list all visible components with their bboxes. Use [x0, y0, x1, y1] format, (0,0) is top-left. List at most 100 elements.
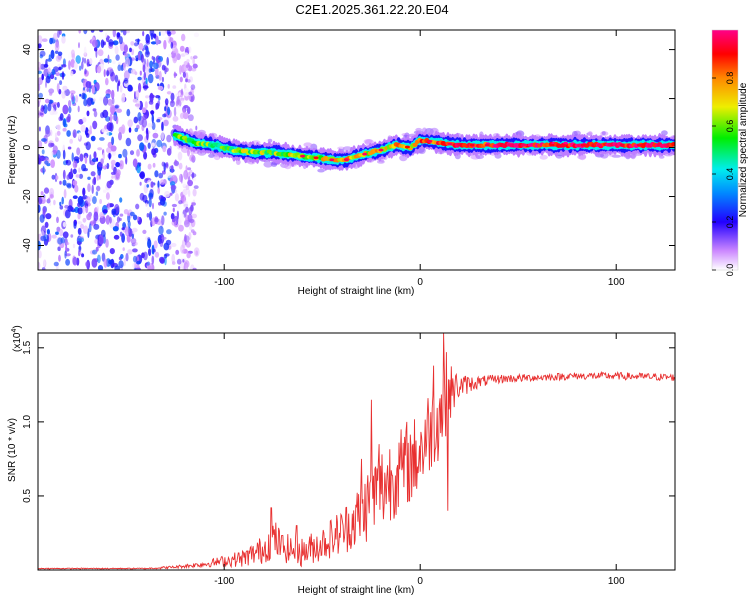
spectrogram-cell: [155, 105, 158, 110]
spectrogram-cell: [173, 57, 178, 62]
spectrogram-cell: [183, 169, 189, 180]
spectrogram-cell: [190, 173, 197, 178]
spectrogram-cell: [151, 114, 154, 124]
spectrogram-cell: [192, 177, 197, 182]
spectrogram-cell: [70, 234, 74, 238]
spectrogram-cell: [89, 125, 92, 134]
spectrogram-cell: [189, 169, 193, 174]
spectrogram-cell: [134, 71, 138, 76]
spectrogram-cell: [96, 174, 100, 181]
spectrogram-cell: [167, 84, 170, 89]
spectrogram-cell: [162, 145, 167, 153]
spectrogram-cell: [105, 238, 109, 248]
spectrogram-cell: [122, 148, 128, 158]
spectrogram-cell: [38, 43, 42, 49]
spectrogram-cell: [112, 30, 116, 38]
spectrogram-cell: [94, 47, 98, 52]
spectrogram-cell: [54, 76, 57, 81]
spectrogram-cell: [82, 187, 86, 196]
spectrogram-cell: [144, 101, 148, 109]
spectrogram-cell: [113, 234, 120, 240]
spectrogram-cell: [38, 157, 41, 165]
spectrogram-cell: [122, 222, 126, 229]
spectrogram-y-tick-label: 40: [22, 44, 33, 56]
spectrogram-cell: [187, 167, 192, 171]
spectrogram-cell: [93, 211, 99, 222]
spectrogram-cell: [145, 40, 151, 45]
spectrogram-x-tick-label: 100: [608, 277, 625, 288]
spectrogram-cell: [119, 231, 123, 237]
spectrogram-cell: [132, 158, 138, 168]
spectrogram-cell: [156, 119, 161, 123]
spectrogram-cell: [72, 180, 78, 186]
spectrogram-cell: [105, 32, 108, 38]
spectrogram-cell: [73, 61, 78, 70]
spectrogram-cell: [139, 172, 145, 178]
spectrogram-cell: [184, 219, 190, 228]
spectrogram-cell: [164, 67, 169, 73]
spectrogram-peak-cell: [404, 145, 410, 149]
spectrogram-cell: [50, 73, 55, 80]
spectrogram-cell: [81, 163, 87, 172]
spectrogram-cell: [89, 58, 93, 65]
snr-scale-prefix: (x10: [12, 332, 23, 352]
spectrogram-peak-cell: [580, 143, 586, 147]
spectrogram-cell: [73, 221, 77, 229]
spectrogram-cell: [80, 124, 86, 132]
spectrogram-cell: [109, 104, 116, 115]
spectrogram-cell: [62, 169, 66, 180]
spectrogram-cell: [148, 192, 153, 198]
spectrogram-cell: [150, 41, 157, 45]
spectrogram-cell: [108, 259, 113, 265]
spectrogram-cell: [136, 149, 140, 157]
spectrogram-cell: [84, 155, 88, 164]
spectrogram-cell: [164, 98, 169, 106]
spectrogram-cell: [72, 168, 77, 175]
spectrogram-cell: [124, 226, 130, 237]
spectrogram-cell: [48, 88, 55, 94]
spectrogram-cell: [92, 178, 96, 185]
spectrogram-cell: [147, 237, 151, 241]
spectrogram-cell: [87, 183, 91, 193]
spectrogram-cell: [176, 105, 182, 116]
spectrogram-cell: [40, 157, 46, 161]
spectrogram-cell: [188, 95, 191, 101]
spectrogram-cell: [78, 30, 81, 34]
spectrogram-cell: [73, 156, 80, 161]
spectrogram-cell: [172, 218, 176, 223]
spectrogram-cell: [103, 96, 109, 106]
spectrogram-cell: [55, 175, 59, 180]
colorbar-tick-label: 0.2: [725, 216, 735, 229]
spectrogram-cell: [150, 110, 155, 115]
spectrogram-cell: [93, 151, 97, 159]
spectrogram-cell: [62, 118, 66, 127]
spectrogram-cell: [127, 249, 133, 255]
spectrogram-cell: [148, 100, 154, 105]
spectrogram-cell: [92, 98, 96, 102]
spectrogram-cell: [114, 74, 119, 83]
spectrogram-cell: [186, 252, 191, 259]
spectrogram-cell: [38, 70, 43, 75]
spectrogram-cell: [85, 196, 91, 204]
spectrogram-cell: [67, 146, 72, 150]
spectrogram-cell: [62, 221, 67, 228]
spectrogram-cell: [77, 221, 83, 225]
spectrogram-cell: [48, 197, 51, 202]
spectrogram-cell: [186, 59, 190, 63]
spectrogram-cell: [555, 154, 563, 159]
spectrogram-cell: [56, 226, 61, 232]
spectrogram-cell: [163, 242, 170, 251]
spectrogram-peak-cell: [561, 143, 567, 147]
spectrogram-x-tick-label: -100: [214, 277, 234, 288]
spectrogram-cell: [94, 238, 99, 244]
spectrogram-cell: [142, 194, 148, 203]
spectrogram-cell: [38, 83, 41, 92]
spectrogram-cell: [75, 174, 80, 178]
spectrogram-cell: [161, 236, 167, 240]
spectrogram-cell: [62, 127, 67, 132]
spectrogram-cell: [110, 171, 116, 176]
spectrogram-cell: [152, 162, 156, 168]
snr-panel: -100 0 100 0.5 1.0 1.5 Height of straight li…: [7, 325, 676, 596]
spectrogram-cell: [153, 240, 158, 249]
spectrogram-cell: [82, 117, 87, 123]
